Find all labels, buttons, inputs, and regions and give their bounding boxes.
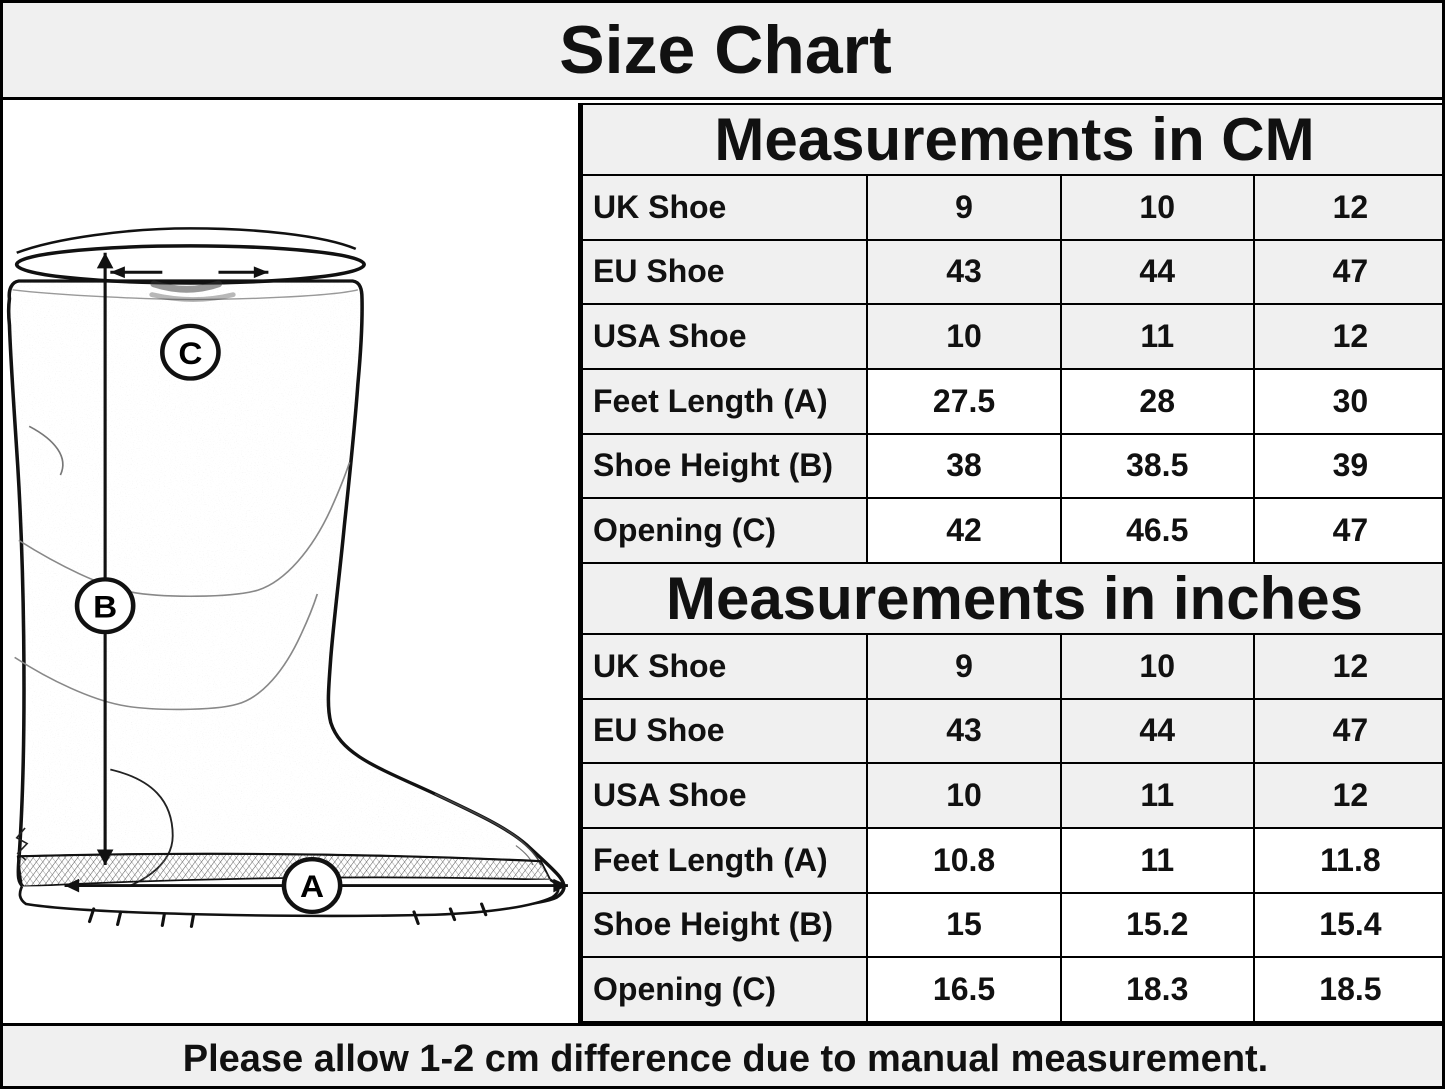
svg-text:C: C xyxy=(178,336,202,371)
svg-text:A: A xyxy=(300,869,324,904)
svg-text:B: B xyxy=(93,589,117,624)
